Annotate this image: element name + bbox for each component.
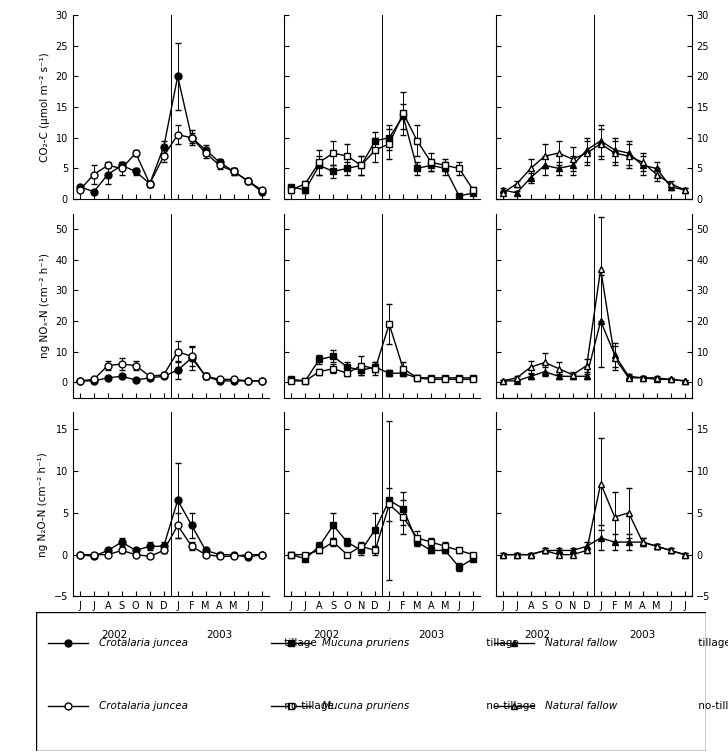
Text: tillage: tillage <box>695 638 728 648</box>
Text: Mucuna pruriens: Mucuna pruriens <box>323 701 409 710</box>
Text: 2002: 2002 <box>525 630 551 639</box>
Y-axis label: ng N₂O-N (cm⁻² h⁻¹): ng N₂O-N (cm⁻² h⁻¹) <box>38 452 48 557</box>
Text: no-tillage: no-tillage <box>281 701 334 710</box>
Text: Natural fallow: Natural fallow <box>545 701 617 710</box>
Text: 2003: 2003 <box>418 630 444 639</box>
Text: Mucuna pruriens: Mucuna pruriens <box>323 638 409 648</box>
Text: Natural fallow: Natural fallow <box>545 638 617 648</box>
Text: Crotalaria juncea: Crotalaria juncea <box>99 701 188 710</box>
Text: 2002: 2002 <box>313 630 339 639</box>
Text: 2002: 2002 <box>102 630 128 639</box>
Text: no-tillage: no-tillage <box>695 701 728 710</box>
Text: tillage: tillage <box>483 638 518 648</box>
Text: 2003: 2003 <box>207 630 233 639</box>
Text: tillage: tillage <box>281 638 317 648</box>
Text: no-tillage: no-tillage <box>483 701 536 710</box>
Y-axis label: CO₂-C (μmol m⁻² s⁻¹): CO₂-C (μmol m⁻² s⁻¹) <box>40 52 50 162</box>
Text: 2003: 2003 <box>630 630 656 639</box>
Y-axis label: ng NOₓ-N (cm⁻² h⁻¹): ng NOₓ-N (cm⁻² h⁻¹) <box>40 253 50 359</box>
Text: Crotalaria juncea: Crotalaria juncea <box>99 638 188 648</box>
